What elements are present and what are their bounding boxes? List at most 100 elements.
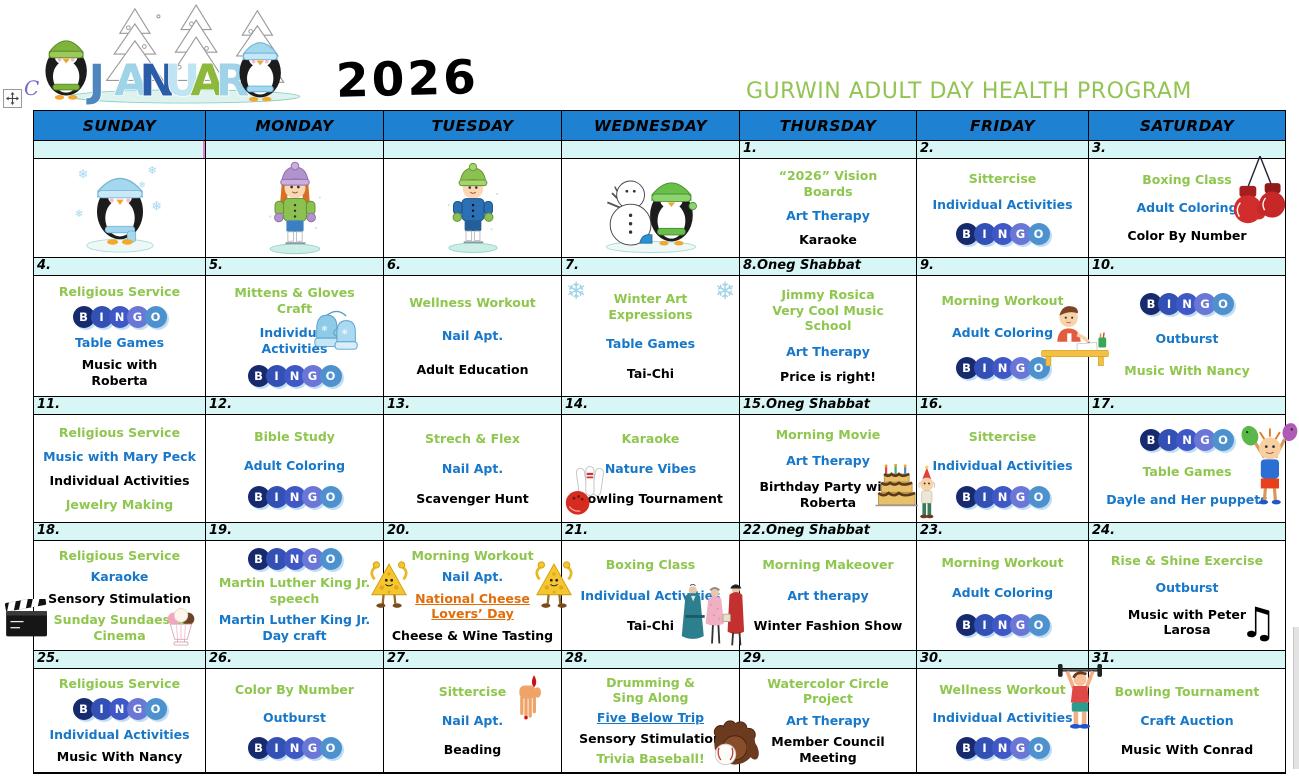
- bingo-letter: N: [108, 698, 131, 721]
- image-cell[interactable]: [206, 141, 384, 258]
- table-move-handle[interactable]: [3, 89, 22, 108]
- day-cell-body: Wellness Workout Nail Apt. Adult Education: [384, 276, 561, 396]
- week-row-2: 4. Religious Service B I N G O Table Games Music…: [34, 258, 1286, 397]
- day-cell-22[interactable]: 22.Oneg Shabbat Morning Makeover Art thera…: [740, 523, 917, 651]
- day-cell-6[interactable]: 6. Wellness Workout Nail Apt. Adult Educati…: [384, 258, 562, 397]
- activity-text: Karaoke: [90, 569, 149, 585]
- day-cell-1[interactable]: 1. “2026” Vision Boards Art Therapy Karaoke: [740, 141, 917, 258]
- date-label: 6.: [384, 258, 561, 276]
- day-cell-7[interactable]: 7. Winter Art Expressions Table Games Tai-C…: [562, 258, 740, 397]
- date-label: 9.: [917, 258, 1088, 276]
- activity-text: Boxing Class: [1142, 172, 1232, 188]
- day-cell-15[interactable]: 15.Oneg Shabbat Morning Movie Art Therapy B…: [740, 397, 936, 523]
- day-cell-12[interactable]: 12. Bible Study Adult Coloring B I N G O: [206, 397, 384, 523]
- activity-text: Religious Service: [58, 547, 181, 563]
- svg-text:A: A: [114, 57, 148, 106]
- image-cell[interactable]: [562, 141, 740, 258]
- date-label: [384, 141, 561, 159]
- day-cell-13[interactable]: 13. Strech & Flex Nail Apt. Scavenger Hunt: [384, 397, 562, 523]
- activity-text: Sittercise: [968, 170, 1037, 186]
- svg-text:U: U: [165, 57, 200, 106]
- activity-text: Sunday Sundaes & Cinema: [53, 611, 186, 643]
- svg-text:❄: ❄: [74, 209, 82, 220]
- girl-skater-icon: [255, 159, 335, 258]
- activity-text: Adult Coloring: [951, 584, 1054, 600]
- weekday-header-row: SUNDAY MONDAY TUESDAY WEDNESDAY THURSDAY FRID…: [34, 111, 1286, 141]
- image-cell[interactable]: ❄ ❄ ❄ ❄ ❄: [34, 141, 206, 258]
- day-cell-25[interactable]: 25. Religious Service B I N G O Individual Acti…: [34, 651, 206, 774]
- activity-text: Table Games: [74, 334, 165, 350]
- day-cell-2[interactable]: 2. Sittercise Individual Activities B I N G O: [917, 141, 1089, 258]
- activity-text: Sittercise: [438, 683, 507, 699]
- day-cell-11[interactable]: 11. Religious Service Music with Mary Peck…: [34, 397, 206, 523]
- weekday-header-saturday: SATURDAY: [1089, 111, 1286, 141]
- day-cell-5[interactable]: 5. Mittens & Gloves Craft Individual Activ…: [206, 258, 384, 397]
- day-cell-24[interactable]: 24. Rise & Shine Exercise Outburst Music wi…: [1089, 523, 1286, 651]
- stray-letter: C: [24, 76, 40, 100]
- bingo-letter: N: [991, 223, 1014, 246]
- date-label: 22.Oneg Shabbat: [740, 523, 916, 541]
- january-art: JANUARY: [36, 3, 328, 107]
- bingo-letter: O: [319, 364, 342, 387]
- activity-text: Beading: [443, 741, 502, 757]
- date-label: 15.Oneg Shabbat: [740, 397, 916, 415]
- image-cell[interactable]: [384, 141, 562, 258]
- day-cell-9[interactable]: 9. Morning Workout Adult Coloring B I N G O: [917, 258, 1109, 397]
- activity-text: Individual Activities: [580, 587, 721, 603]
- bingo-letter: I: [1158, 293, 1180, 316]
- day-cell-10[interactable]: 10. B I N G O Outburst Music With Nancy: [1089, 258, 1286, 397]
- day-cell-27[interactable]: 27. Sittercise Nail Apt. Beading: [384, 651, 562, 774]
- activity-text: National Cheese Lovers’ Day: [415, 590, 530, 622]
- activity-text: Individual Activities: [932, 197, 1073, 212]
- day-cell-29[interactable]: 29. Watercolor Circle Project Art Therapy M…: [740, 651, 917, 774]
- activity-text: Morning Movie: [775, 426, 881, 442]
- day-cell-31[interactable]: 31. Bowling Tournament Craft Auction Music …: [1089, 651, 1286, 774]
- date-label: [34, 141, 205, 159]
- bingo-letter: G: [301, 486, 324, 509]
- day-cell-body: Strech & Flex Nail Apt. Scavenger Hunt: [384, 415, 561, 522]
- activity-text: Nail Apt.: [441, 569, 504, 585]
- activity-text: Individual Activities: [49, 472, 190, 488]
- day-cell-21[interactable]: 21. Boxing Class Individual Activities Tai-…: [562, 523, 745, 651]
- day-cell-3[interactable]: 3. Boxing Class Adult Coloring Color By Num…: [1089, 141, 1286, 258]
- svg-text:A: A: [190, 57, 224, 106]
- bingo-letter: I: [973, 737, 996, 760]
- bingo-letter: B: [955, 737, 978, 760]
- activity-text: Martin Luther King Jr. speech: [218, 575, 371, 606]
- day-cell-20[interactable]: 20. Morning Workout Nail Apt. National Chee…: [370, 523, 573, 651]
- bingo-letter: O: [1027, 613, 1050, 636]
- penguin-right-icon: [239, 42, 281, 102]
- activity-text: Watercolor Circle Project: [767, 675, 889, 707]
- day-cell-18[interactable]: 18. Religious Service Karaoke Sensory Stimu…: [4, 523, 206, 651]
- date-label: 29.: [740, 651, 916, 669]
- activity-text: Outburst: [1155, 331, 1219, 347]
- activity-text: Outburst: [263, 709, 326, 725]
- svg-text:❄: ❄: [138, 179, 145, 189]
- scrollbar-fragment[interactable]: [1293, 627, 1299, 769]
- day-cell-8[interactable]: 8.Oneg Shabbat Jimmy Rosica Very Cool Mus…: [740, 258, 917, 397]
- date-label: 11.: [34, 397, 205, 415]
- day-cell-14[interactable]: 14. Karaoke Nature Vibes Bowling Tournament: [562, 397, 740, 523]
- bingo-letter: I: [973, 613, 996, 636]
- activity-text: “2026” Vision Boards: [778, 168, 878, 199]
- day-cell-23[interactable]: 23. Morning Workout Adult Coloring B I N G O: [917, 523, 1089, 651]
- day-cell-30[interactable]: 30. Wellness Workout Individual Activities…: [917, 651, 1102, 774]
- day-cell-28[interactable]: 28. Drumming & Sing Along Five Below Trip S…: [562, 651, 759, 774]
- day-cell-16[interactable]: 16. Sittercise Individual Activities B I N G O: [917, 397, 1089, 523]
- bingo-letter: G: [1009, 737, 1032, 760]
- day-cell-4[interactable]: 4. Religious Service B I N G O Table Games Music…: [34, 258, 206, 397]
- bingo-letter: N: [1176, 428, 1198, 451]
- day-cell-17[interactable]: 17. B I N G O Table Games Dayle and Her puppets: [1089, 397, 1298, 523]
- bingo-letter: I: [1158, 428, 1180, 451]
- bingo-letter: I: [265, 486, 288, 509]
- activity-text: Winter Art Expressions: [608, 290, 693, 322]
- day-cell-19[interactable]: 19. B I N G O Martin Luther King Jr. speech Mar…: [206, 523, 384, 651]
- day-cell-26[interactable]: 26. Color By Number Outburst B I N G O: [206, 651, 384, 774]
